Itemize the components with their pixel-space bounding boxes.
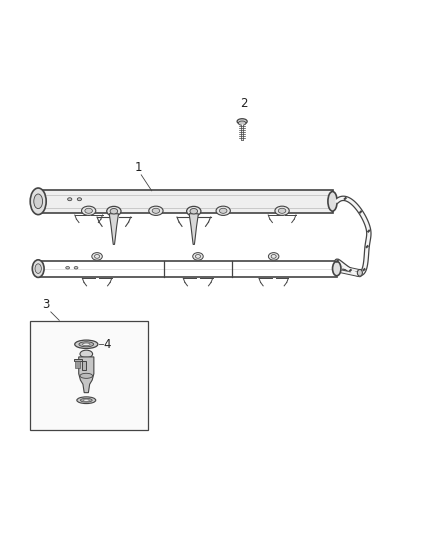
Ellipse shape (190, 208, 198, 214)
Ellipse shape (332, 261, 341, 276)
Ellipse shape (81, 398, 92, 402)
Ellipse shape (238, 121, 246, 125)
Polygon shape (74, 359, 86, 369)
Ellipse shape (81, 206, 96, 215)
Ellipse shape (77, 397, 96, 403)
Text: 2: 2 (240, 96, 247, 110)
Polygon shape (189, 214, 198, 245)
Ellipse shape (80, 350, 92, 358)
Ellipse shape (328, 191, 337, 211)
Bar (30, 321, 148, 431)
Ellipse shape (77, 198, 81, 201)
Ellipse shape (216, 206, 230, 215)
Ellipse shape (187, 206, 201, 216)
Text: 1: 1 (135, 161, 142, 174)
Ellipse shape (30, 188, 46, 215)
Text: 4: 4 (103, 338, 111, 351)
Ellipse shape (74, 266, 78, 269)
Ellipse shape (268, 253, 279, 260)
Ellipse shape (67, 198, 72, 201)
Bar (74, 361, 81, 368)
Ellipse shape (357, 270, 362, 276)
Ellipse shape (152, 208, 160, 213)
Ellipse shape (32, 260, 44, 277)
Text: 3: 3 (42, 297, 50, 311)
Polygon shape (38, 190, 332, 213)
Ellipse shape (79, 342, 94, 347)
Ellipse shape (110, 208, 118, 214)
Ellipse shape (85, 208, 92, 213)
Ellipse shape (149, 206, 163, 215)
Ellipse shape (34, 194, 42, 208)
Ellipse shape (35, 264, 41, 273)
Ellipse shape (82, 343, 90, 345)
Ellipse shape (193, 253, 203, 260)
Ellipse shape (92, 253, 102, 260)
Polygon shape (109, 214, 119, 245)
Polygon shape (79, 357, 94, 393)
Ellipse shape (107, 206, 121, 216)
Ellipse shape (80, 373, 92, 378)
Ellipse shape (237, 119, 247, 124)
Ellipse shape (219, 208, 227, 213)
Ellipse shape (278, 208, 286, 213)
Ellipse shape (275, 206, 289, 215)
Ellipse shape (75, 340, 98, 349)
Ellipse shape (83, 399, 89, 401)
Ellipse shape (66, 266, 70, 269)
